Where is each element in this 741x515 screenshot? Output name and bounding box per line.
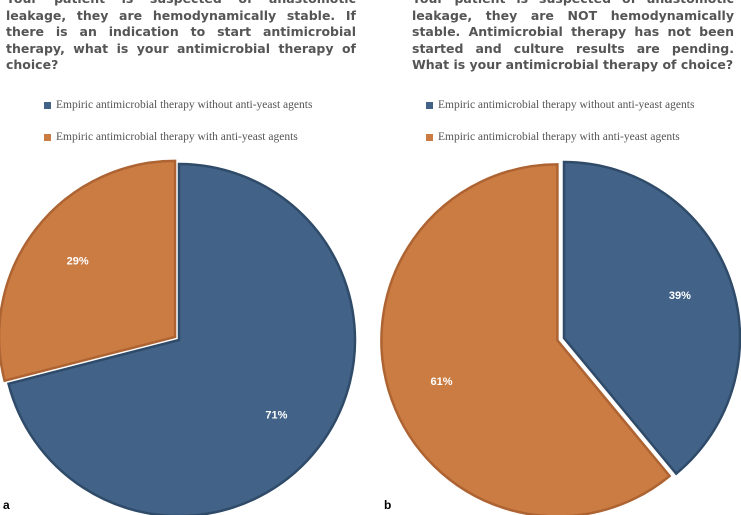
legend-swatch-without — [44, 101, 51, 109]
chart-title: Your patient is suspected of anastomotic… — [6, 0, 356, 72]
data-label-without-anti-yeast: 39% — [669, 290, 691, 302]
panel-label: a — [3, 498, 10, 512]
chart-legend: Empiric antimicrobial therapy without an… — [426, 97, 694, 161]
pie-slice-without-anti-yeast — [7, 162, 357, 515]
legend-entry-without: Empiric antimicrobial therapy without an… — [44, 97, 312, 113]
data-label-with-anti-yeast: 61% — [430, 376, 452, 388]
legend-entry-with: Empiric antimicrobial therapy with anti-… — [44, 129, 312, 145]
data-label-without-anti-yeast: 71% — [265, 409, 287, 421]
pie-chart-b: 39% 61% — [380, 160, 741, 515]
panel-label: b — [384, 498, 392, 512]
chart-panel-b: Your patient is suspected of anastomotic… — [380, 0, 741, 515]
legend-swatch-with — [44, 133, 51, 141]
chart-title: Your patient is suspected of anastomotic… — [412, 0, 734, 72]
chart-panel-a: Your patient is suspected of anastomotic… — [0, 0, 370, 515]
legend-label-without: Empiric antimicrobial therapy without an… — [56, 99, 313, 111]
pie-slice-without-anti-yeast — [562, 160, 741, 476]
legend-entry-with: Empiric antimicrobial therapy with anti-… — [426, 129, 694, 145]
data-label-with-anti-yeast: 29% — [67, 255, 89, 267]
legend-label-with: Empiric antimicrobial therapy with anti-… — [438, 131, 680, 143]
legend-swatch-without — [426, 101, 433, 109]
chart-legend: Empiric antimicrobial therapy without an… — [44, 97, 312, 161]
legend-label-with: Empiric antimicrobial therapy with anti-… — [56, 131, 298, 143]
legend-label-without: Empiric antimicrobial therapy without an… — [438, 99, 695, 111]
legend-swatch-with — [426, 133, 433, 141]
pie-slice-with-anti-yeast — [0, 159, 177, 383]
legend-entry-without: Empiric antimicrobial therapy without an… — [426, 97, 694, 113]
pie-chart-a: 71% 29% — [0, 159, 357, 515]
